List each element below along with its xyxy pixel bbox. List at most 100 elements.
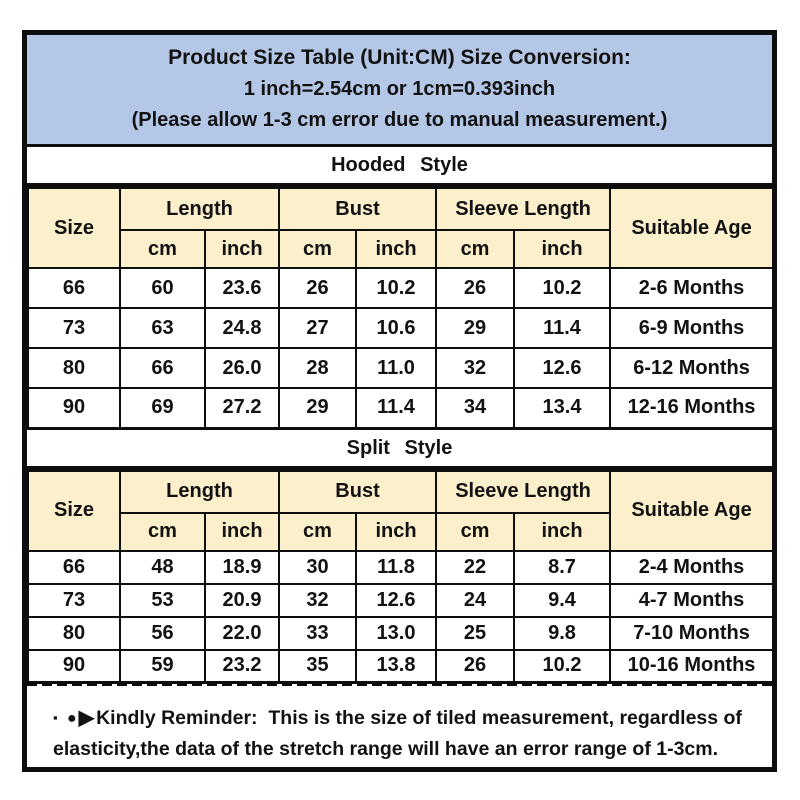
cell-age: 4-7 Months [609,582,775,618]
cell-length-cm: 48 [119,549,206,585]
title-line-2: 1 inch=2.54cm or 1cm=0.393inch [243,78,556,100]
cell-length-cm: 60 [119,267,206,309]
header-bust-cm: cm [278,229,357,269]
cell-size: 80 [27,615,121,651]
cell-size: 90 [27,648,121,684]
cell-length-cm: 69 [119,387,206,429]
cell-bust-cm: 27 [278,307,357,349]
triangle-bullet-icon: ▶ [78,707,97,729]
header-length-inch: inch [204,229,280,269]
cell-length-inch: 24.8 [204,307,280,349]
header-sleeve-inch: inch [513,511,612,552]
cell-sleeve-cm: 29 [435,307,516,349]
header-suitable-age: Suitable Age [609,187,775,269]
cell-bust-inch: 13.0 [354,615,438,651]
cell-age: 10-16 Months [609,648,775,684]
header-length-cm: cm [119,229,206,269]
cell-bust-inch: 11.8 [354,549,438,585]
cell-bust-inch: 10.6 [354,307,438,349]
cell-age: 2-6 Months [609,267,775,309]
cell-bust-cm: 28 [278,347,357,389]
cell-length-cm: 53 [119,582,206,618]
header-size: Size [27,469,121,552]
cell-bust-cm: 29 [278,387,357,429]
header-sleeve-cm: cm [435,229,516,269]
cell-sleeve-inch: 10.2 [513,648,612,684]
cell-size: 80 [27,347,121,389]
size-chart-sheet: Product Size Table (Unit:CM) Size Conver… [22,30,777,772]
cell-sleeve-inch: 9.8 [513,615,612,651]
cell-sleeve-cm: 26 [435,267,516,309]
header-length-inch: inch [204,511,280,552]
title-block: Product Size Table (Unit:CM) Size Conver… [27,35,772,147]
cell-size: 90 [27,387,121,429]
square-bullet-icon: ▪ [53,710,60,725]
cell-length-cm: 63 [119,307,206,349]
cell-bust-inch: 13.8 [354,648,438,684]
cell-size: 66 [27,267,121,309]
reminder-text: Kindly Reminder: This is the size of til… [53,707,748,760]
table-row: 80 66 26.0 28 11.0 32 12.6 6-12 Months [27,347,775,389]
table-row: 66 60 23.6 26 10.2 26 10.2 2-6 Months [27,267,775,309]
cell-sleeve-inch: 12.6 [513,347,612,389]
cell-sleeve-cm: 32 [435,347,516,389]
cell-bust-cm: 35 [278,648,357,684]
cell-length-inch: 27.2 [204,387,280,429]
table-row: 90 69 27.2 29 11.4 34 13.4 12-16 Months [27,387,775,429]
circle-bullet-icon: ● [67,710,79,727]
cell-bust-cm: 26 [278,267,357,309]
table-row: 73 53 20.9 32 12.6 24 9.4 4-7 Months [27,582,775,618]
cell-bust-inch: 11.0 [354,347,438,389]
title-line-1: Product Size Table (Unit:CM) Size Conver… [168,46,631,69]
cell-age: 2-4 Months [609,549,775,585]
table-row: 66 48 18.9 30 11.8 22 8.7 2-4 Months [27,549,775,585]
title-line-3: (Please allow 1-3 cm error due to manual… [131,109,668,131]
cell-bust-inch: 11.4 [354,387,438,429]
header-length: Length [119,187,280,231]
cell-bust-inch: 12.6 [354,582,438,618]
header-bust: Bust [277,469,438,514]
section-title-hooded: Hooded Style [27,147,772,187]
cell-sleeve-cm: 26 [435,648,516,684]
cell-age: 7-10 Months [609,615,775,651]
cell-bust-cm: 33 [278,615,357,651]
cell-age: 6-12 Months [609,347,775,389]
cell-sleeve-cm: 24 [435,582,516,618]
header-bust-inch: inch [354,511,438,552]
cell-length-cm: 59 [119,648,206,684]
cell-sleeve-cm: 25 [435,615,516,651]
bullet-icons: ▪ ●▶ [53,707,96,729]
header-bust: Bust [277,187,438,231]
table-row: 80 56 22.0 33 13.0 25 9.8 7-10 Months [27,615,775,651]
header-length: Length [119,469,280,514]
split-size-table: Size Length Bust Sleeve Length Suitable … [27,469,775,684]
header-sleeve-inch: inch [513,229,612,269]
cell-length-inch: 20.9 [204,582,280,618]
header-length-cm: cm [119,511,206,552]
header-size: Size [27,187,121,269]
header-sleeve-length: Sleeve Length [435,187,612,231]
table-row: 73 63 24.8 27 10.6 29 11.4 6-9 Months [27,307,775,349]
cell-size: 66 [27,549,121,585]
cell-sleeve-cm: 34 [435,387,516,429]
cell-length-inch: 18.9 [204,549,280,585]
cell-length-inch: 23.6 [204,267,280,309]
cell-sleeve-inch: 9.4 [513,582,612,618]
cell-age: 6-9 Months [609,307,775,349]
table-row: 90 59 23.2 35 13.8 26 10.2 10-16 Months [27,648,775,684]
cell-length-inch: 26.0 [204,347,280,389]
header-bust-inch: inch [354,229,438,269]
hooded-size-table: Size Length Bust Sleeve Length Suitable … [27,187,775,430]
cell-sleeve-inch: 10.2 [513,267,612,309]
cell-sleeve-inch: 13.4 [513,387,612,429]
header-suitable-age: Suitable Age [609,469,775,552]
cell-bust-cm: 32 [278,582,357,618]
cell-length-cm: 66 [119,347,206,389]
cell-length-inch: 23.2 [204,648,280,684]
header-sleeve-length: Sleeve Length [435,469,612,514]
header-sleeve-cm: cm [435,511,516,552]
cell-age: 12-16 Months [609,387,775,429]
cell-size: 73 [27,307,121,349]
dashed-cut-line [27,681,772,686]
cell-bust-cm: 30 [278,549,357,585]
